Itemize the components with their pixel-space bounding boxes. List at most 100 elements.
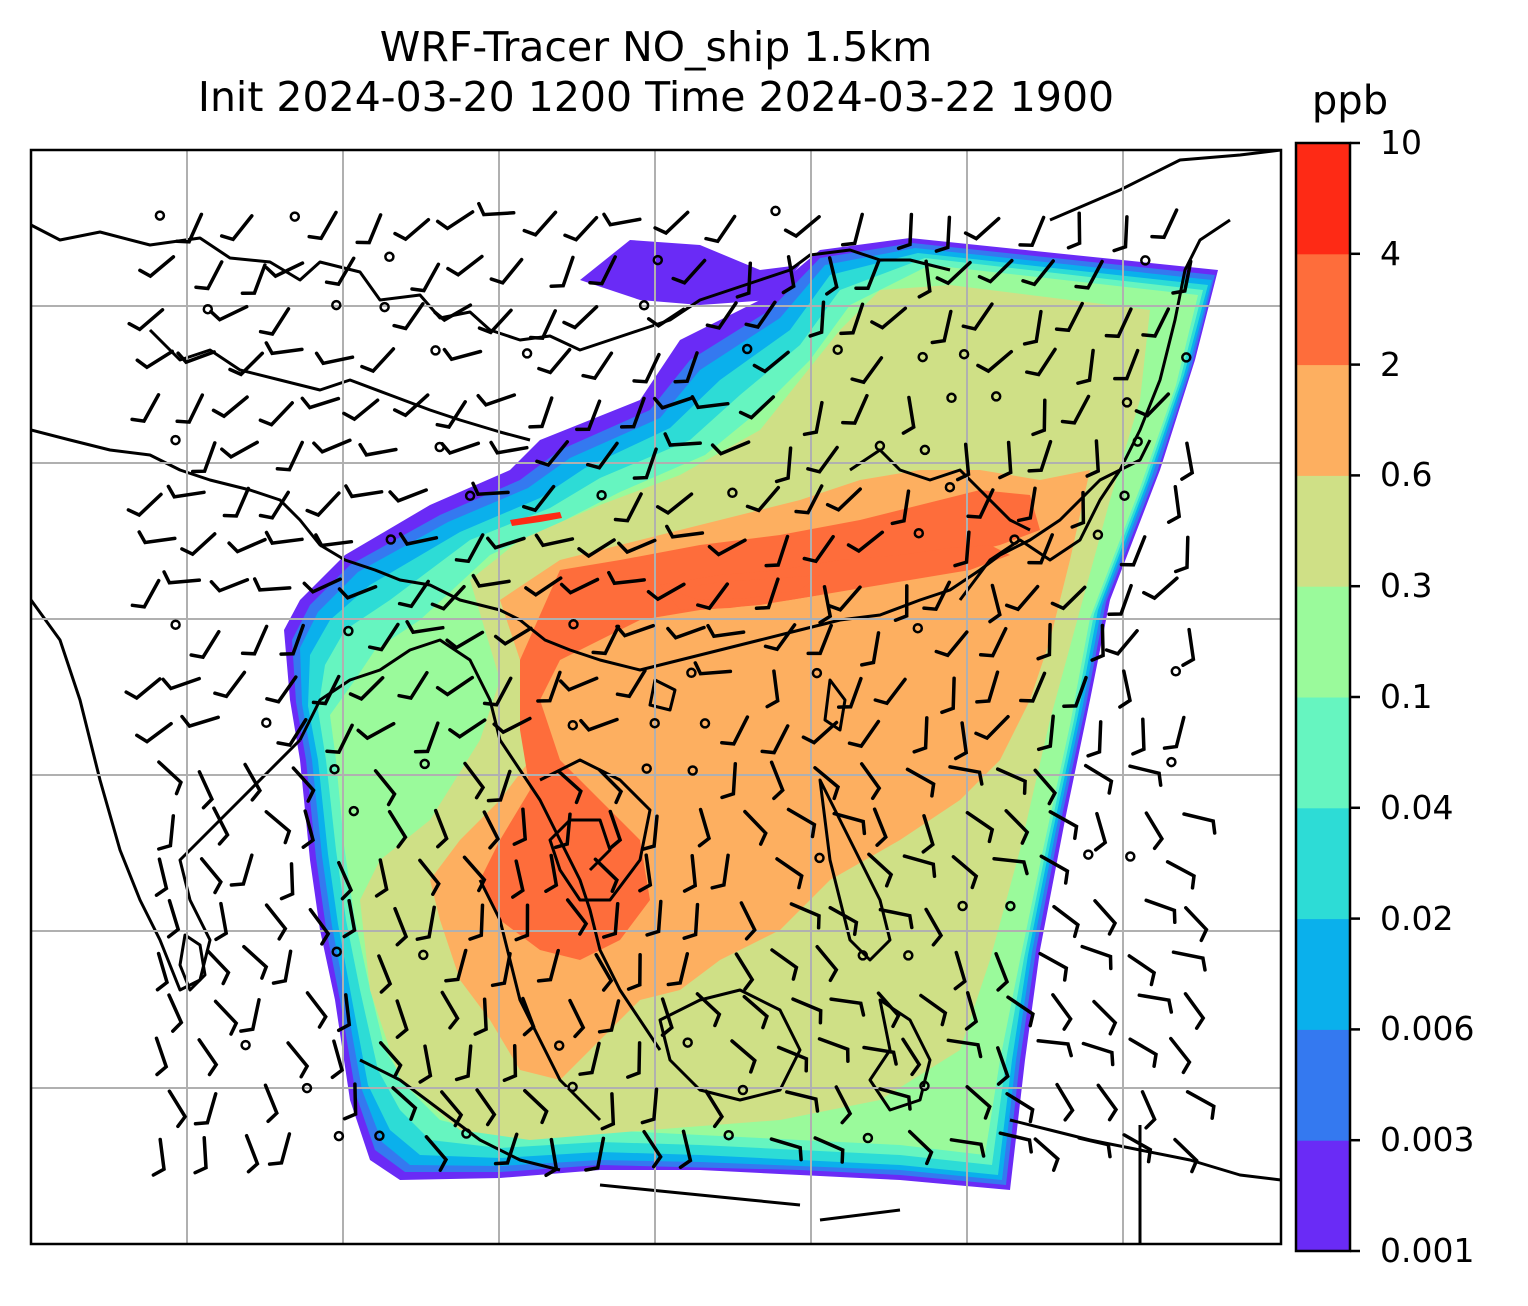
wind-barb (1019, 671, 1047, 703)
wind-barb (536, 670, 562, 703)
wind-barb (901, 1037, 922, 1077)
wind-barb (1107, 583, 1133, 617)
wind-barb (682, 854, 698, 893)
wind-barb (905, 767, 936, 798)
wind-barb (1128, 764, 1163, 787)
wind-barb (975, 670, 1000, 704)
calm-marker (348, 805, 360, 817)
wind-barb (325, 723, 354, 755)
wind-barb (528, 309, 557, 341)
calm-marker (170, 434, 181, 446)
calm-marker (874, 440, 886, 452)
wind-barb (854, 258, 881, 291)
wind-barb (473, 997, 488, 1036)
wind-barb (806, 623, 833, 656)
wind-barb (180, 532, 217, 557)
wind-barb (1122, 1133, 1153, 1164)
wind-barb (710, 853, 730, 890)
wind-barb (1142, 576, 1179, 601)
calm-marker (944, 481, 956, 493)
wind-barb (476, 393, 517, 407)
wind-barb (1077, 1136, 1112, 1159)
wind-barb (666, 952, 690, 987)
wind-barb (493, 1132, 519, 1166)
wind-barb (693, 661, 733, 676)
wind-barb (212, 806, 230, 846)
wind-barb (534, 533, 575, 548)
wind-barb (829, 997, 866, 1017)
wind-barb (1039, 854, 1070, 885)
calm-marker (1132, 436, 1143, 447)
wind-barb (435, 210, 475, 231)
wind-barb (695, 992, 722, 1028)
wind-barb (324, 256, 356, 287)
wind-barb (244, 1133, 260, 1174)
wind-barb (1060, 394, 1091, 425)
wind-barb (878, 907, 914, 930)
wind-barb (175, 393, 205, 424)
wind-barb (229, 853, 254, 887)
wind-barb (1165, 860, 1196, 890)
wind-barb (463, 761, 486, 800)
wind-barb (240, 624, 269, 656)
wind-barb (765, 669, 780, 709)
wind-barb (398, 532, 439, 546)
wind-barb (948, 765, 984, 786)
wind-barb (961, 302, 994, 331)
wind-barb (512, 807, 528, 846)
calm-marker (1121, 397, 1133, 408)
wind-barb (872, 807, 888, 847)
wind-barb (193, 1135, 208, 1175)
wind-barb (214, 901, 229, 942)
calm-marker (811, 667, 823, 679)
wind-barb (1054, 301, 1084, 333)
wind-barb (878, 1087, 912, 1111)
wind-barb (556, 769, 583, 805)
calm-marker (912, 622, 924, 634)
colorbar-segment (1296, 807, 1350, 920)
wind-barb (240, 263, 267, 295)
wind-barb (176, 350, 216, 365)
calm-marker (1009, 534, 1020, 545)
wind-barb (760, 724, 790, 755)
wind-barb (392, 302, 425, 331)
wind-barb (1171, 259, 1193, 295)
wind-barb (919, 993, 948, 1027)
wind-barb (475, 1088, 497, 1127)
wind-barb (415, 905, 436, 941)
coastline-sri-lanka (178, 933, 207, 992)
colorbar (1294, 141, 1360, 1253)
wind-barb (391, 1086, 418, 1121)
colorbar-segment (1296, 364, 1350, 476)
coastline-sakhalin (1049, 150, 1281, 222)
wind-barb (825, 487, 862, 512)
wind-barb (734, 952, 755, 991)
wind-barb (893, 584, 909, 622)
coastline-mainland-interior (148, 328, 531, 442)
wind-barb (977, 258, 1014, 284)
coastline-sulawesi (868, 998, 932, 1112)
wind-barb (486, 536, 526, 550)
colorbar-segment (1296, 475, 1350, 587)
wind-barb (397, 670, 429, 700)
wind-barb (213, 670, 247, 699)
wind-barb (666, 625, 706, 640)
wind-barb (367, 622, 400, 652)
calm-marker (553, 1040, 565, 1051)
wind-barb (640, 1087, 659, 1125)
wind-barb (258, 307, 291, 336)
wind-barb (337, 860, 354, 901)
wind-barb (124, 677, 162, 701)
wind-barb (1055, 1082, 1075, 1122)
wind-barb (1086, 720, 1103, 758)
wind-barb (489, 257, 524, 285)
wind-barb (524, 576, 563, 597)
calm-marker (638, 300, 650, 311)
wind-barb (418, 1044, 433, 1084)
wind-barb (1181, 627, 1196, 667)
wind-barb (720, 715, 750, 746)
wind-barb (827, 585, 862, 612)
calm-marker (385, 534, 397, 545)
wind-barb (511, 859, 525, 899)
coastline-indochina (539, 758, 652, 902)
